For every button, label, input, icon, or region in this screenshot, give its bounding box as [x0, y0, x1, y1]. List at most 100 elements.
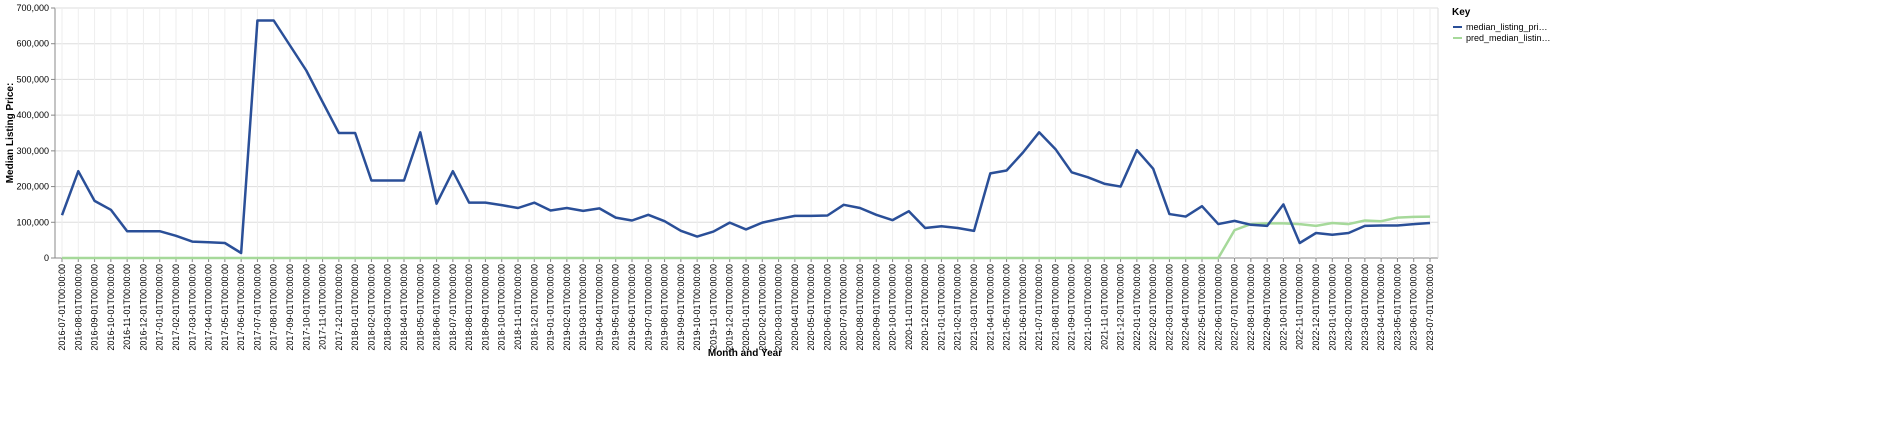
x-tick-label: 2019-10-01T00:00:00 [692, 264, 702, 351]
x-tick-label: 2022-09-01T00:00:00 [1262, 264, 1272, 351]
x-tick-label: 2019-04-01T00:00:00 [594, 264, 604, 351]
x-tick-label: 2020-08-01T00:00:00 [855, 264, 865, 351]
x-tick-label: 2019-07-01T00:00:00 [643, 264, 653, 351]
y-tick-label: 400,000 [16, 110, 49, 120]
x-tick-label: 2020-05-01T00:00:00 [806, 264, 816, 351]
x-tick-label: 2016-10-01T00:00:00 [106, 264, 116, 351]
legend-title: Key [1452, 7, 1471, 18]
y-tick-label: 200,000 [16, 182, 49, 192]
x-tick-label: 2017-01-01T00:00:00 [155, 264, 165, 351]
x-tick-label: 2021-08-01T00:00:00 [1050, 264, 1060, 351]
x-tick-label: 2021-05-01T00:00:00 [1002, 264, 1012, 351]
x-tick-label: 2023-03-01T00:00:00 [1360, 264, 1370, 351]
x-tick-label: 2018-12-01T00:00:00 [529, 264, 539, 351]
x-tick-label: 2018-06-01T00:00:00 [432, 264, 442, 351]
y-tick-label: 600,000 [16, 39, 49, 49]
legend-label: median_listing_pri… [1466, 22, 1548, 32]
x-tick-label: 2020-01-01T00:00:00 [741, 264, 751, 351]
x-tick-label: 2023-07-01T00:00:00 [1425, 264, 1435, 351]
x-tick-label: 2017-03-01T00:00:00 [187, 264, 197, 351]
x-axis-title: Month and Year [708, 348, 782, 359]
x-tick-label: 2021-07-01T00:00:00 [1034, 264, 1044, 351]
x-tick-label: 2018-07-01T00:00:00 [448, 264, 458, 351]
x-tick-label: 2016-11-01T00:00:00 [122, 264, 132, 350]
x-tick-label: 2017-09-01T00:00:00 [285, 264, 295, 351]
line-series [60, 19, 1431, 255]
x-tick-label: 2020-03-01T00:00:00 [774, 264, 784, 351]
x-tick-label: 2022-04-01T00:00:00 [1181, 264, 1191, 351]
x-tick-label: 2020-07-01T00:00:00 [839, 264, 849, 351]
x-tick-label: 2023-02-01T00:00:00 [1344, 264, 1354, 351]
x-tick-label: 2020-09-01T00:00:00 [871, 264, 881, 351]
x-tick-label: 2020-10-01T00:00:00 [888, 264, 898, 351]
x-tick-label: 2017-04-01T00:00:00 [204, 264, 214, 351]
x-tick-label: 2018-01-01T00:00:00 [350, 264, 360, 351]
x-tick-label: 2022-07-01T00:00:00 [1230, 264, 1240, 351]
x-tick-label: 2022-06-01T00:00:00 [1213, 264, 1223, 351]
x-tick-label: 2016-07-01T00:00:00 [57, 264, 67, 351]
y-tick-label: 0 [44, 253, 49, 263]
y-tick-label: 100,000 [16, 217, 49, 227]
x-tick-label: 2022-02-01T00:00:00 [1148, 264, 1158, 351]
x-tick-label: 2019-03-01T00:00:00 [578, 264, 588, 351]
x-tick-label: 2017-10-01T00:00:00 [301, 264, 311, 351]
x-tick-label: 2017-12-01T00:00:00 [334, 264, 344, 351]
x-tick-label: 2021-10-01T00:00:00 [1083, 264, 1093, 351]
x-tick-label: 2020-11-01T00:00:00 [904, 264, 914, 350]
x-tick-label: 2017-08-01T00:00:00 [269, 264, 279, 351]
x-tick-label: 2019-08-01T00:00:00 [660, 264, 670, 351]
x-tick-label: 2018-09-01T00:00:00 [480, 264, 490, 351]
x-tick-label: 2016-08-01T00:00:00 [73, 264, 83, 351]
x-tick-label: 2021-04-01T00:00:00 [985, 264, 995, 351]
x-tick-label: 2023-01-01T00:00:00 [1327, 264, 1337, 351]
legend-label: pred_median_listin… [1466, 33, 1551, 43]
x-tick-label: 2023-04-01T00:00:00 [1376, 264, 1386, 351]
x-tick-label: 2021-01-01T00:00:00 [936, 264, 946, 351]
x-tick-label: 2023-06-01T00:00:00 [1409, 264, 1419, 351]
x-tick-label: 2018-03-01T00:00:00 [383, 264, 393, 351]
x-tick-label: 2019-05-01T00:00:00 [611, 264, 621, 351]
x-tick-label: 2019-01-01T00:00:00 [546, 264, 556, 351]
x-tick-label: 2021-03-01T00:00:00 [969, 264, 979, 351]
x-tick-label: 2019-02-01T00:00:00 [562, 264, 572, 351]
x-tick-label: 2021-12-01T00:00:00 [1116, 264, 1126, 351]
x-tick-label: 2021-06-01T00:00:00 [1018, 264, 1028, 351]
x-tick-label: 2018-08-01T00:00:00 [464, 264, 474, 351]
x-tick-label: 2020-06-01T00:00:00 [822, 264, 832, 351]
x-tick-label: 2019-11-01T00:00:00 [708, 264, 718, 350]
x-tick-label: 2018-10-01T00:00:00 [497, 264, 507, 351]
x-tick-label: 2021-09-01T00:00:00 [1067, 264, 1077, 351]
x-tick-label: 2022-12-01T00:00:00 [1311, 264, 1321, 351]
x-tick-label: 2021-11-01T00:00:00 [1099, 264, 1109, 350]
x-tick-label: 2018-11-01T00:00:00 [513, 264, 523, 350]
x-tick-label: 2017-06-01T00:00:00 [236, 264, 246, 351]
x-tick-label: 2022-10-01T00:00:00 [1278, 264, 1288, 351]
x-tick-label: 2020-04-01T00:00:00 [790, 264, 800, 351]
x-tick-label: 2021-02-01T00:00:00 [953, 264, 963, 351]
x-tick-label: 2019-12-01T00:00:00 [725, 264, 735, 351]
x-tick-label: 2022-03-01T00:00:00 [1164, 264, 1174, 351]
y-tick-label: 500,000 [16, 74, 49, 84]
x-tick-label: 2018-05-01T00:00:00 [415, 264, 425, 351]
x-tick-label: 2017-02-01T00:00:00 [171, 264, 181, 351]
x-tick-label: 2017-11-01T00:00:00 [318, 264, 328, 350]
x-tick-label: 2023-05-01T00:00:00 [1392, 264, 1402, 351]
x-tick-label: 2019-06-01T00:00:00 [627, 264, 637, 351]
x-tick-label: 2016-12-01T00:00:00 [138, 264, 148, 351]
y-tick-label: 300,000 [16, 146, 49, 156]
x-tick-label: 2018-04-01T00:00:00 [399, 264, 409, 351]
x-tick-label: 2019-09-01T00:00:00 [676, 264, 686, 351]
x-tick-label: 2016-09-01T00:00:00 [90, 264, 100, 351]
x-tick-label: 2020-02-01T00:00:00 [757, 264, 767, 351]
y-tick-label: 700,000 [16, 3, 49, 13]
x-tick-label: 2022-01-01T00:00:00 [1132, 264, 1142, 351]
x-tick-label: 2020-12-01T00:00:00 [920, 264, 930, 351]
x-tick-label: 2022-05-01T00:00:00 [1197, 264, 1207, 351]
line-series [62, 215, 1431, 260]
x-tick-label: 2022-08-01T00:00:00 [1246, 264, 1256, 351]
x-tick-label: 2017-07-01T00:00:00 [252, 264, 262, 351]
x-tick-label: 2017-05-01T00:00:00 [220, 264, 230, 351]
y-axis-title: Median Listing Price: [5, 83, 16, 184]
x-tick-label: 2018-02-01T00:00:00 [366, 264, 376, 351]
